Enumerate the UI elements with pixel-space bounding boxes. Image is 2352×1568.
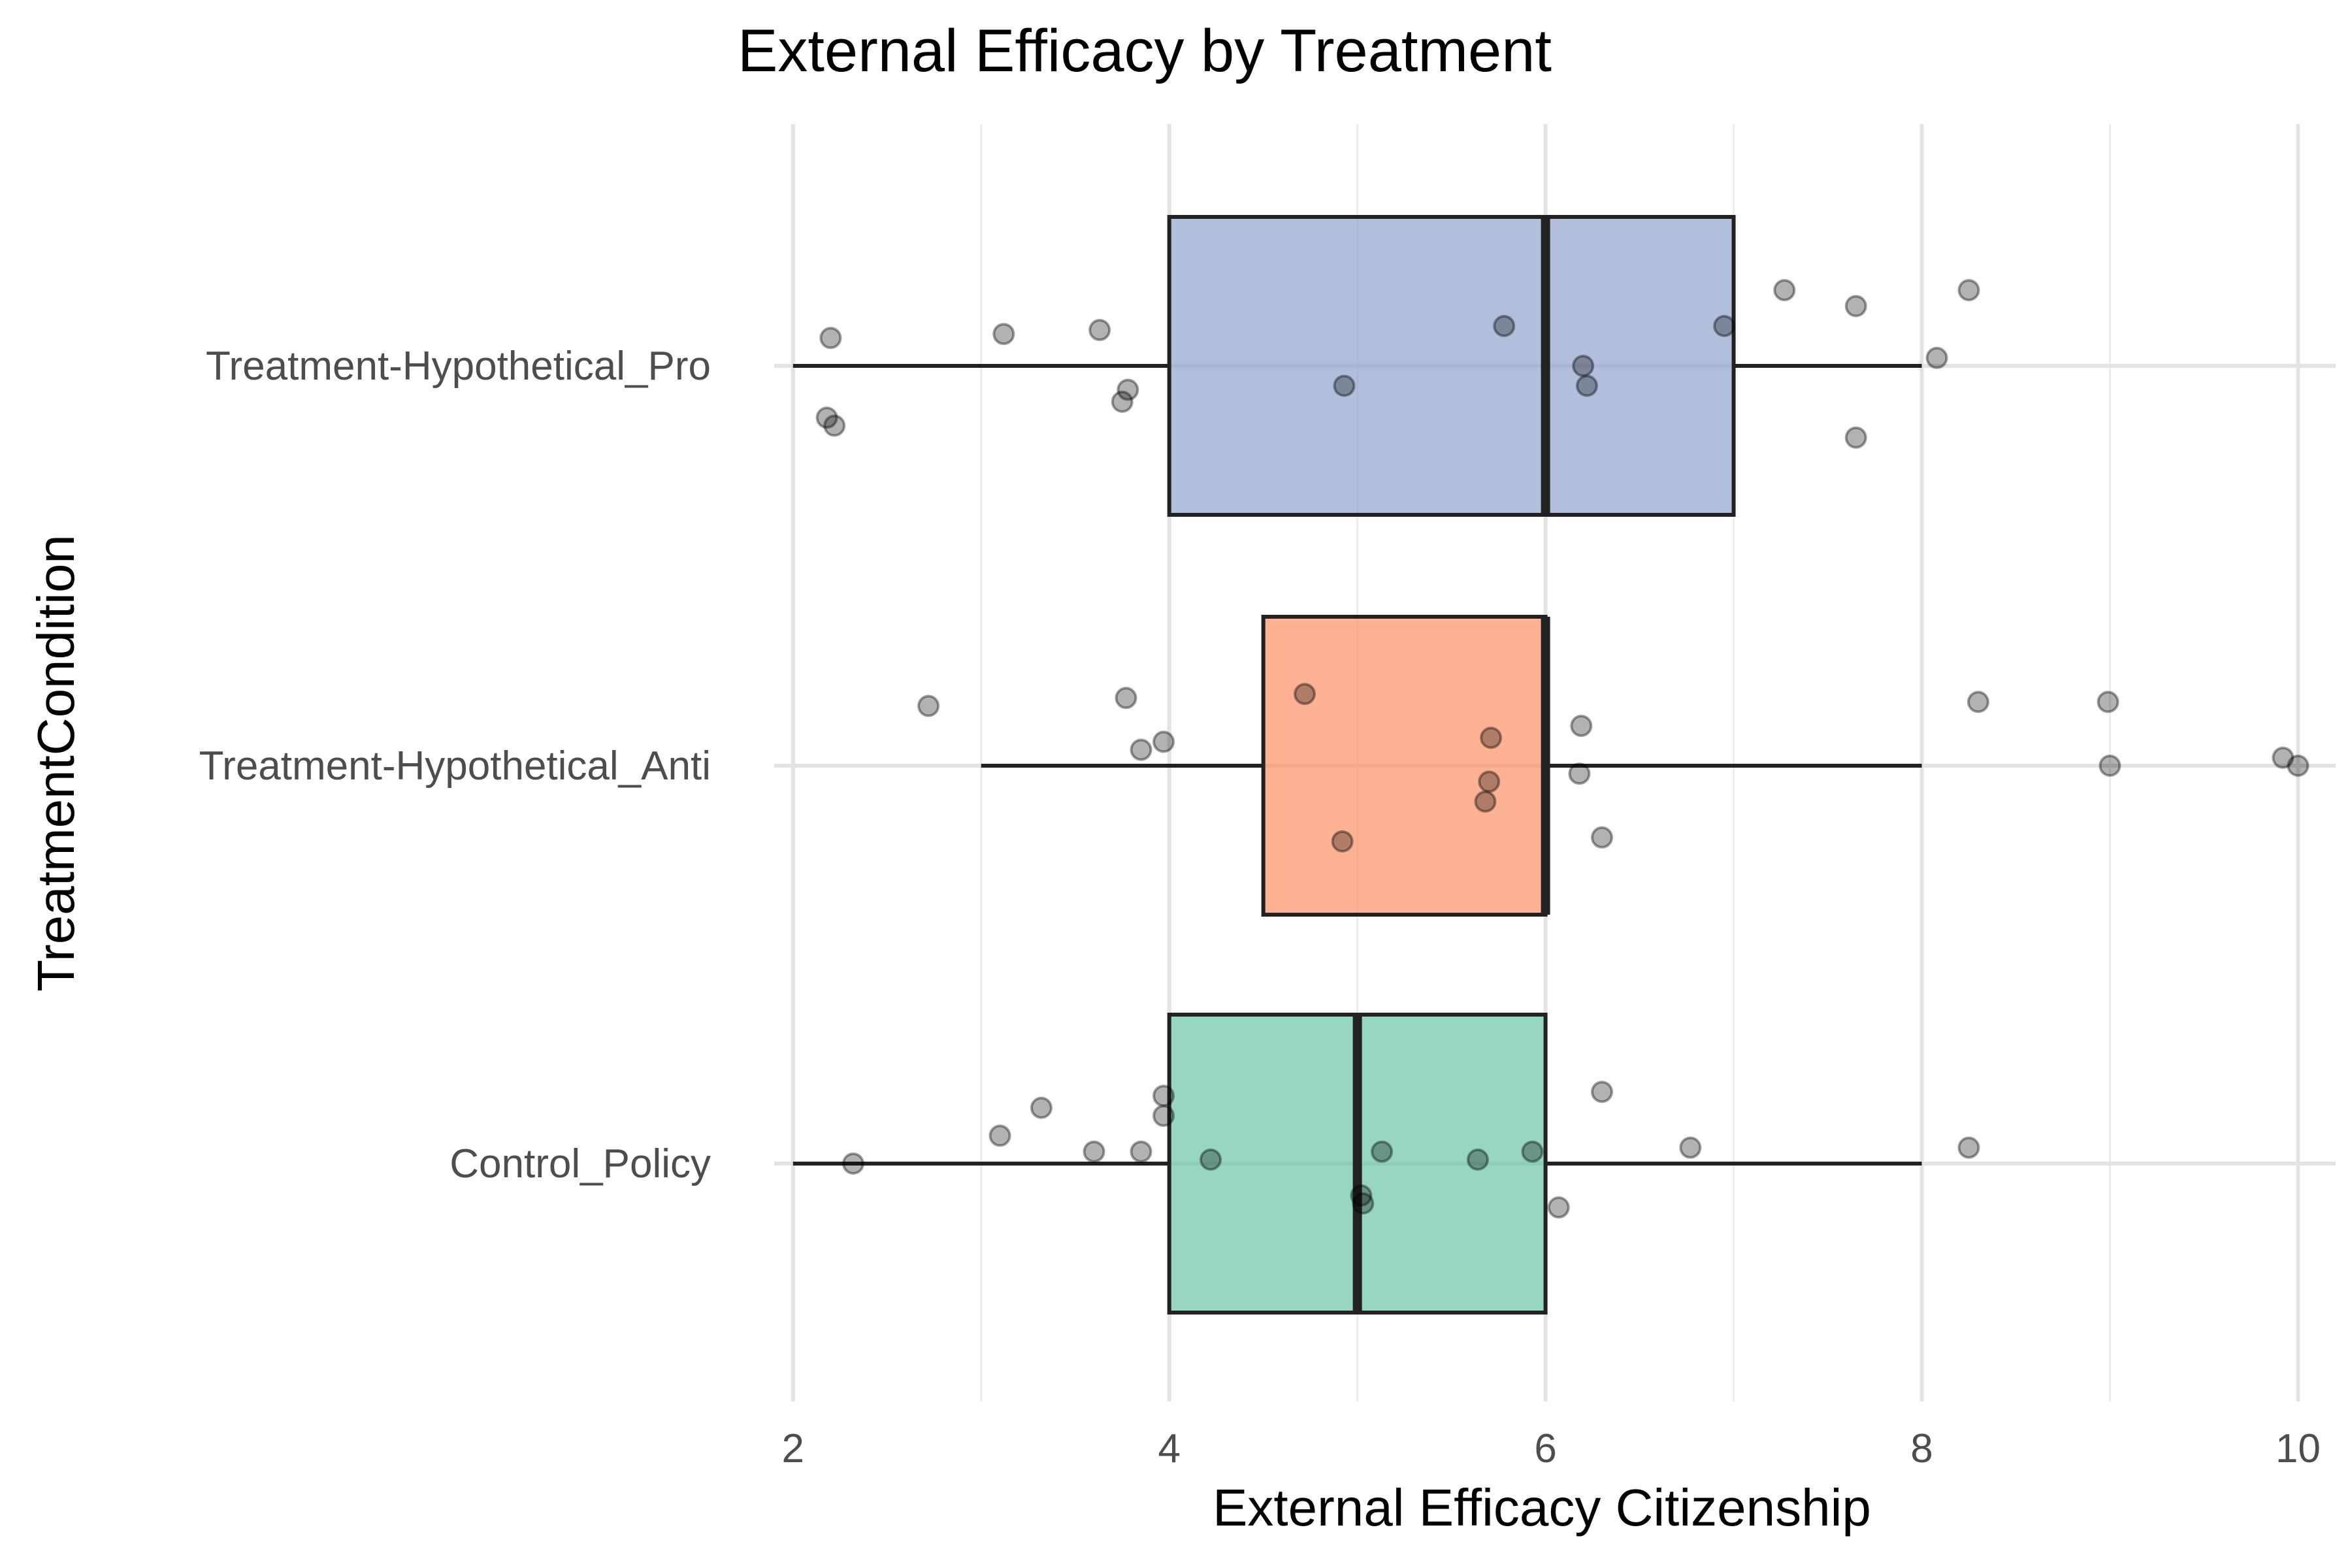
- data-point: [1570, 715, 1593, 737]
- data-point: [841, 1152, 864, 1175]
- y-tick-label: Control_Policy: [449, 1141, 711, 1186]
- data-point: [1350, 1184, 1373, 1207]
- point-layer: [815, 279, 2310, 1219]
- x-tick-label: 8: [1910, 1426, 1933, 1471]
- data-point: [1568, 762, 1591, 785]
- data-point: [1083, 1140, 1105, 1163]
- data-point: [1371, 1140, 1394, 1163]
- y-tick-label: Treatment-Hypothetical_Anti: [199, 743, 711, 789]
- data-point: [1480, 727, 1503, 749]
- data-point: [1957, 279, 1980, 302]
- data-point: [1111, 390, 1134, 413]
- data-point: [819, 327, 842, 350]
- data-point: [1152, 1104, 1175, 1127]
- data-point: [1152, 730, 1175, 753]
- data-point: [1679, 1136, 1702, 1159]
- data-point: [1117, 378, 1139, 401]
- data-point: [2099, 755, 2121, 777]
- data-point: [1844, 426, 1867, 449]
- data-point: [1493, 315, 1516, 337]
- x-axis-title: External Efficacy Citizenship: [1213, 1478, 1871, 1537]
- data-point: [1088, 319, 1111, 342]
- data-point: [1474, 790, 1497, 813]
- data-point: [1572, 355, 1595, 377]
- data-point: [2097, 691, 2119, 713]
- data-point: [1030, 1096, 1053, 1119]
- data-point: [1352, 1192, 1375, 1215]
- box-layer: [1167, 215, 1736, 1315]
- data-point: [1925, 346, 1948, 369]
- data-point: [1575, 374, 1598, 397]
- data-point: [2272, 746, 2295, 769]
- data-point: [1130, 738, 1152, 761]
- data-point: [1466, 1148, 1489, 1171]
- x-tick-label: 4: [1158, 1426, 1180, 1471]
- data-point: [1547, 1196, 1570, 1219]
- data-point: [1713, 315, 1736, 337]
- data-point: [1152, 1085, 1175, 1107]
- x-tick-label: 6: [1534, 1426, 1556, 1471]
- data-point: [1521, 1140, 1544, 1163]
- data-point: [815, 406, 838, 429]
- data-point: [2287, 755, 2310, 777]
- chart-title: External Efficacy by Treatment: [738, 18, 1552, 84]
- data-point: [823, 414, 846, 437]
- whisker-layer: [792, 364, 1922, 1166]
- data-point: [1590, 826, 1613, 849]
- data-point: [917, 694, 940, 717]
- data-point: [1200, 1148, 1222, 1171]
- data-point: [988, 1124, 1011, 1147]
- box-iqr: [1261, 615, 1548, 917]
- data-point: [1331, 830, 1354, 853]
- x-tick-label: 10: [2276, 1426, 2321, 1471]
- data-point: [1967, 691, 1989, 713]
- data-point: [1773, 279, 1796, 302]
- x-tick-label: 2: [782, 1426, 804, 1471]
- data-point: [1957, 1136, 1980, 1159]
- data-point: [1478, 770, 1501, 793]
- data-point: [1844, 295, 1867, 318]
- data-point: [1590, 1081, 1613, 1103]
- tick-layer: 2 4 6 8 10 Control_Policy Treatment-Hypothetic…: [199, 344, 2321, 1471]
- box-iqr: [1167, 215, 1736, 517]
- data-point: [1130, 1140, 1152, 1163]
- data-point: [1294, 683, 1316, 706]
- data-point: [992, 323, 1015, 346]
- y-tick-label: Treatment-Hypothetical_Pro: [206, 344, 711, 389]
- data-point: [1115, 687, 1137, 710]
- data-point: [1333, 374, 1356, 397]
